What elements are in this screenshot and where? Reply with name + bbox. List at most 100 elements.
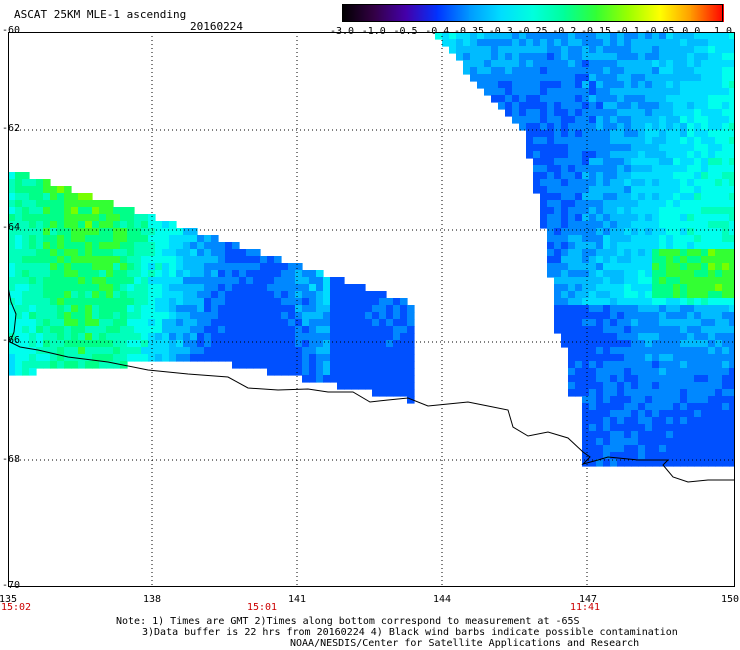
swath-cell [120, 256, 128, 264]
swath-cell [659, 221, 667, 229]
swath-cell [687, 116, 695, 124]
swath-cell [470, 74, 478, 82]
swath-cell [323, 312, 331, 320]
swath-cell [568, 333, 576, 341]
swath-cell [687, 298, 695, 306]
swath-cell [162, 347, 170, 355]
swath-cell [715, 179, 723, 187]
swath-cell [659, 333, 667, 341]
swath-cell [568, 137, 576, 145]
swath-cell [631, 396, 639, 404]
swath-cell [687, 340, 695, 348]
swath-cell [15, 291, 23, 299]
swath-cell [456, 32, 464, 40]
swath-cell [631, 172, 639, 180]
swath-cell [106, 333, 114, 341]
swath-cell [680, 326, 688, 334]
swath-cell [687, 270, 695, 278]
swath-cell [729, 396, 735, 404]
swath-cell [533, 81, 541, 89]
swath-cell [113, 333, 121, 341]
swath-cell [134, 221, 142, 229]
swath-cell [680, 228, 688, 236]
swath-cell [603, 207, 611, 215]
swath-cell [603, 32, 611, 40]
swath-cell [176, 249, 184, 257]
swath-cell [92, 291, 100, 299]
swath-cell [351, 305, 359, 313]
swath-cell [694, 326, 702, 334]
swath-cell [715, 39, 723, 47]
swath-cell [715, 277, 723, 285]
swath-cell [554, 270, 562, 278]
swath-cell [99, 305, 107, 313]
swath-cell [22, 228, 30, 236]
swath-cell [169, 249, 177, 257]
swath-cell [617, 396, 625, 404]
swath-cell [659, 200, 667, 208]
swath-cell [596, 221, 604, 229]
swath-cell [302, 375, 310, 383]
swath-cell [715, 109, 723, 117]
swath-cell [659, 368, 667, 376]
swath-cell [197, 347, 205, 355]
swath-cell [148, 228, 156, 236]
swath-cell [575, 193, 583, 201]
swath-cell [162, 305, 170, 313]
swath-cell [596, 95, 604, 103]
swath-cell [505, 46, 513, 54]
swath-cell [701, 403, 709, 411]
swath-cell [610, 375, 618, 383]
swath-cell [673, 284, 681, 292]
swath-cell [8, 242, 16, 250]
swath-cell [729, 368, 735, 376]
swath-cell [568, 277, 576, 285]
swath-cell [715, 333, 723, 341]
swath-cell [673, 165, 681, 173]
swath-cell [288, 305, 296, 313]
swath-cell [631, 116, 639, 124]
swath-cell [113, 284, 121, 292]
swath-cell [274, 298, 282, 306]
swath-cell [659, 417, 667, 425]
swath-cell [519, 95, 527, 103]
swath-cell [645, 417, 653, 425]
swath-cell [407, 305, 415, 313]
note-line-2: 3)Data buffer is 22 hrs from 20160224 4)… [142, 627, 678, 638]
swath-cell [617, 445, 625, 453]
swath-cell [687, 32, 695, 40]
swath-cell [610, 109, 618, 117]
swath-cell [722, 95, 730, 103]
swath-cell [715, 123, 723, 131]
swath-cell [407, 354, 415, 362]
swath-cell [624, 193, 632, 201]
swath-cell [638, 417, 646, 425]
swath-cell [211, 326, 219, 334]
swath-cell [701, 193, 709, 201]
swath-cell [218, 291, 226, 299]
swath-cell [561, 179, 569, 187]
swath-cell [659, 326, 667, 334]
swath-cell [561, 95, 569, 103]
swath-cell [85, 249, 93, 257]
swath-cell [554, 123, 562, 131]
swath-cell [729, 431, 735, 439]
swath-cell [232, 340, 240, 348]
swath-cell [113, 291, 121, 299]
swath-cell [715, 60, 723, 68]
swath-cell [85, 193, 93, 201]
swath-cell [547, 158, 555, 166]
swath-cell [603, 459, 611, 467]
swath-cell [617, 326, 625, 334]
swath-cell [575, 123, 583, 131]
swath-cell [57, 312, 65, 320]
swath-cell [477, 67, 485, 75]
swath-cell [78, 354, 86, 362]
swath-cell [8, 291, 16, 299]
swath-cell [603, 270, 611, 278]
swath-cell [204, 277, 212, 285]
swath-cell [729, 137, 735, 145]
swath-cell [540, 207, 548, 215]
swath-cell [85, 354, 93, 362]
swath-cell [680, 256, 688, 264]
